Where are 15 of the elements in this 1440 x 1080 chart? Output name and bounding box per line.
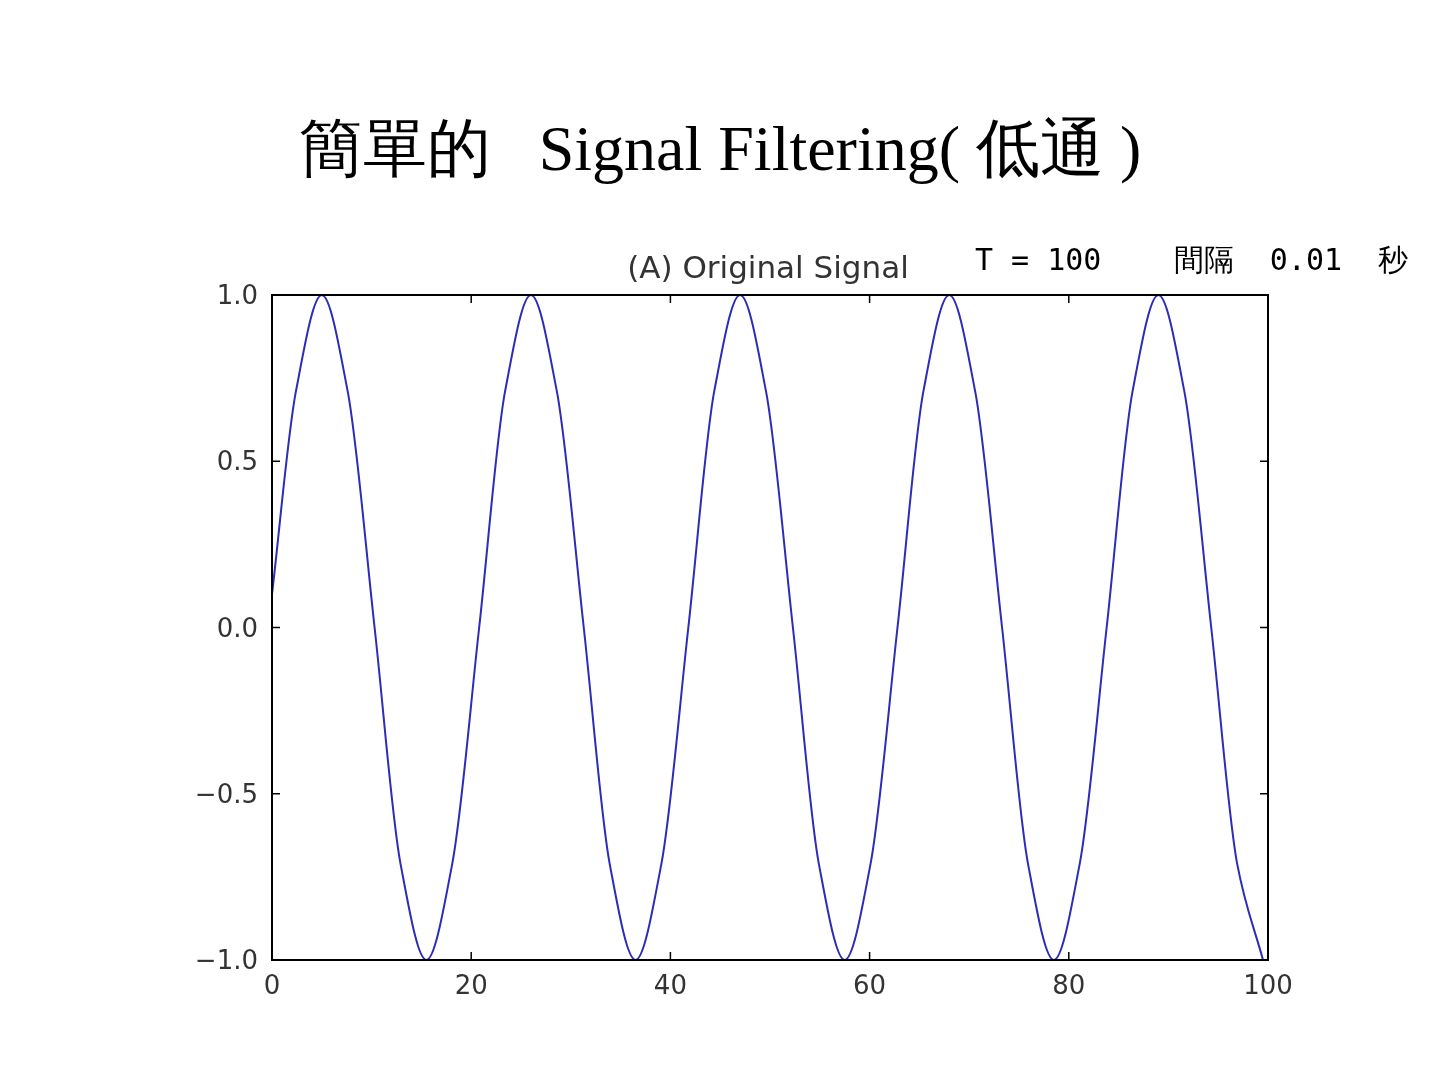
y-tick-label: −1.0 [194,945,258,975]
x-tick-label: 0 [263,970,281,1000]
line-series [271,294,1265,961]
x-tick-label: 60 [853,970,887,1000]
y-tick-label: 0.0 [216,612,258,643]
y-tick-label: 0.5 [216,446,258,477]
x-tick-label: 80 [1052,970,1086,1000]
chart-subtitle: (A) Original Signal [627,249,909,285]
y-tick-label: −0.5 [194,778,258,809]
y-tick-label: 1.0 [216,280,258,310]
chart-title: 簡單的 Signal Filtering( 低通 ) [298,113,1142,184]
x-tick-label: 100 [1243,970,1293,1000]
x-tick-label: 40 [653,970,687,1000]
x-tick-label: 20 [454,970,488,1000]
text: T = 100 間隔 0.01 秒 [975,242,1409,277]
